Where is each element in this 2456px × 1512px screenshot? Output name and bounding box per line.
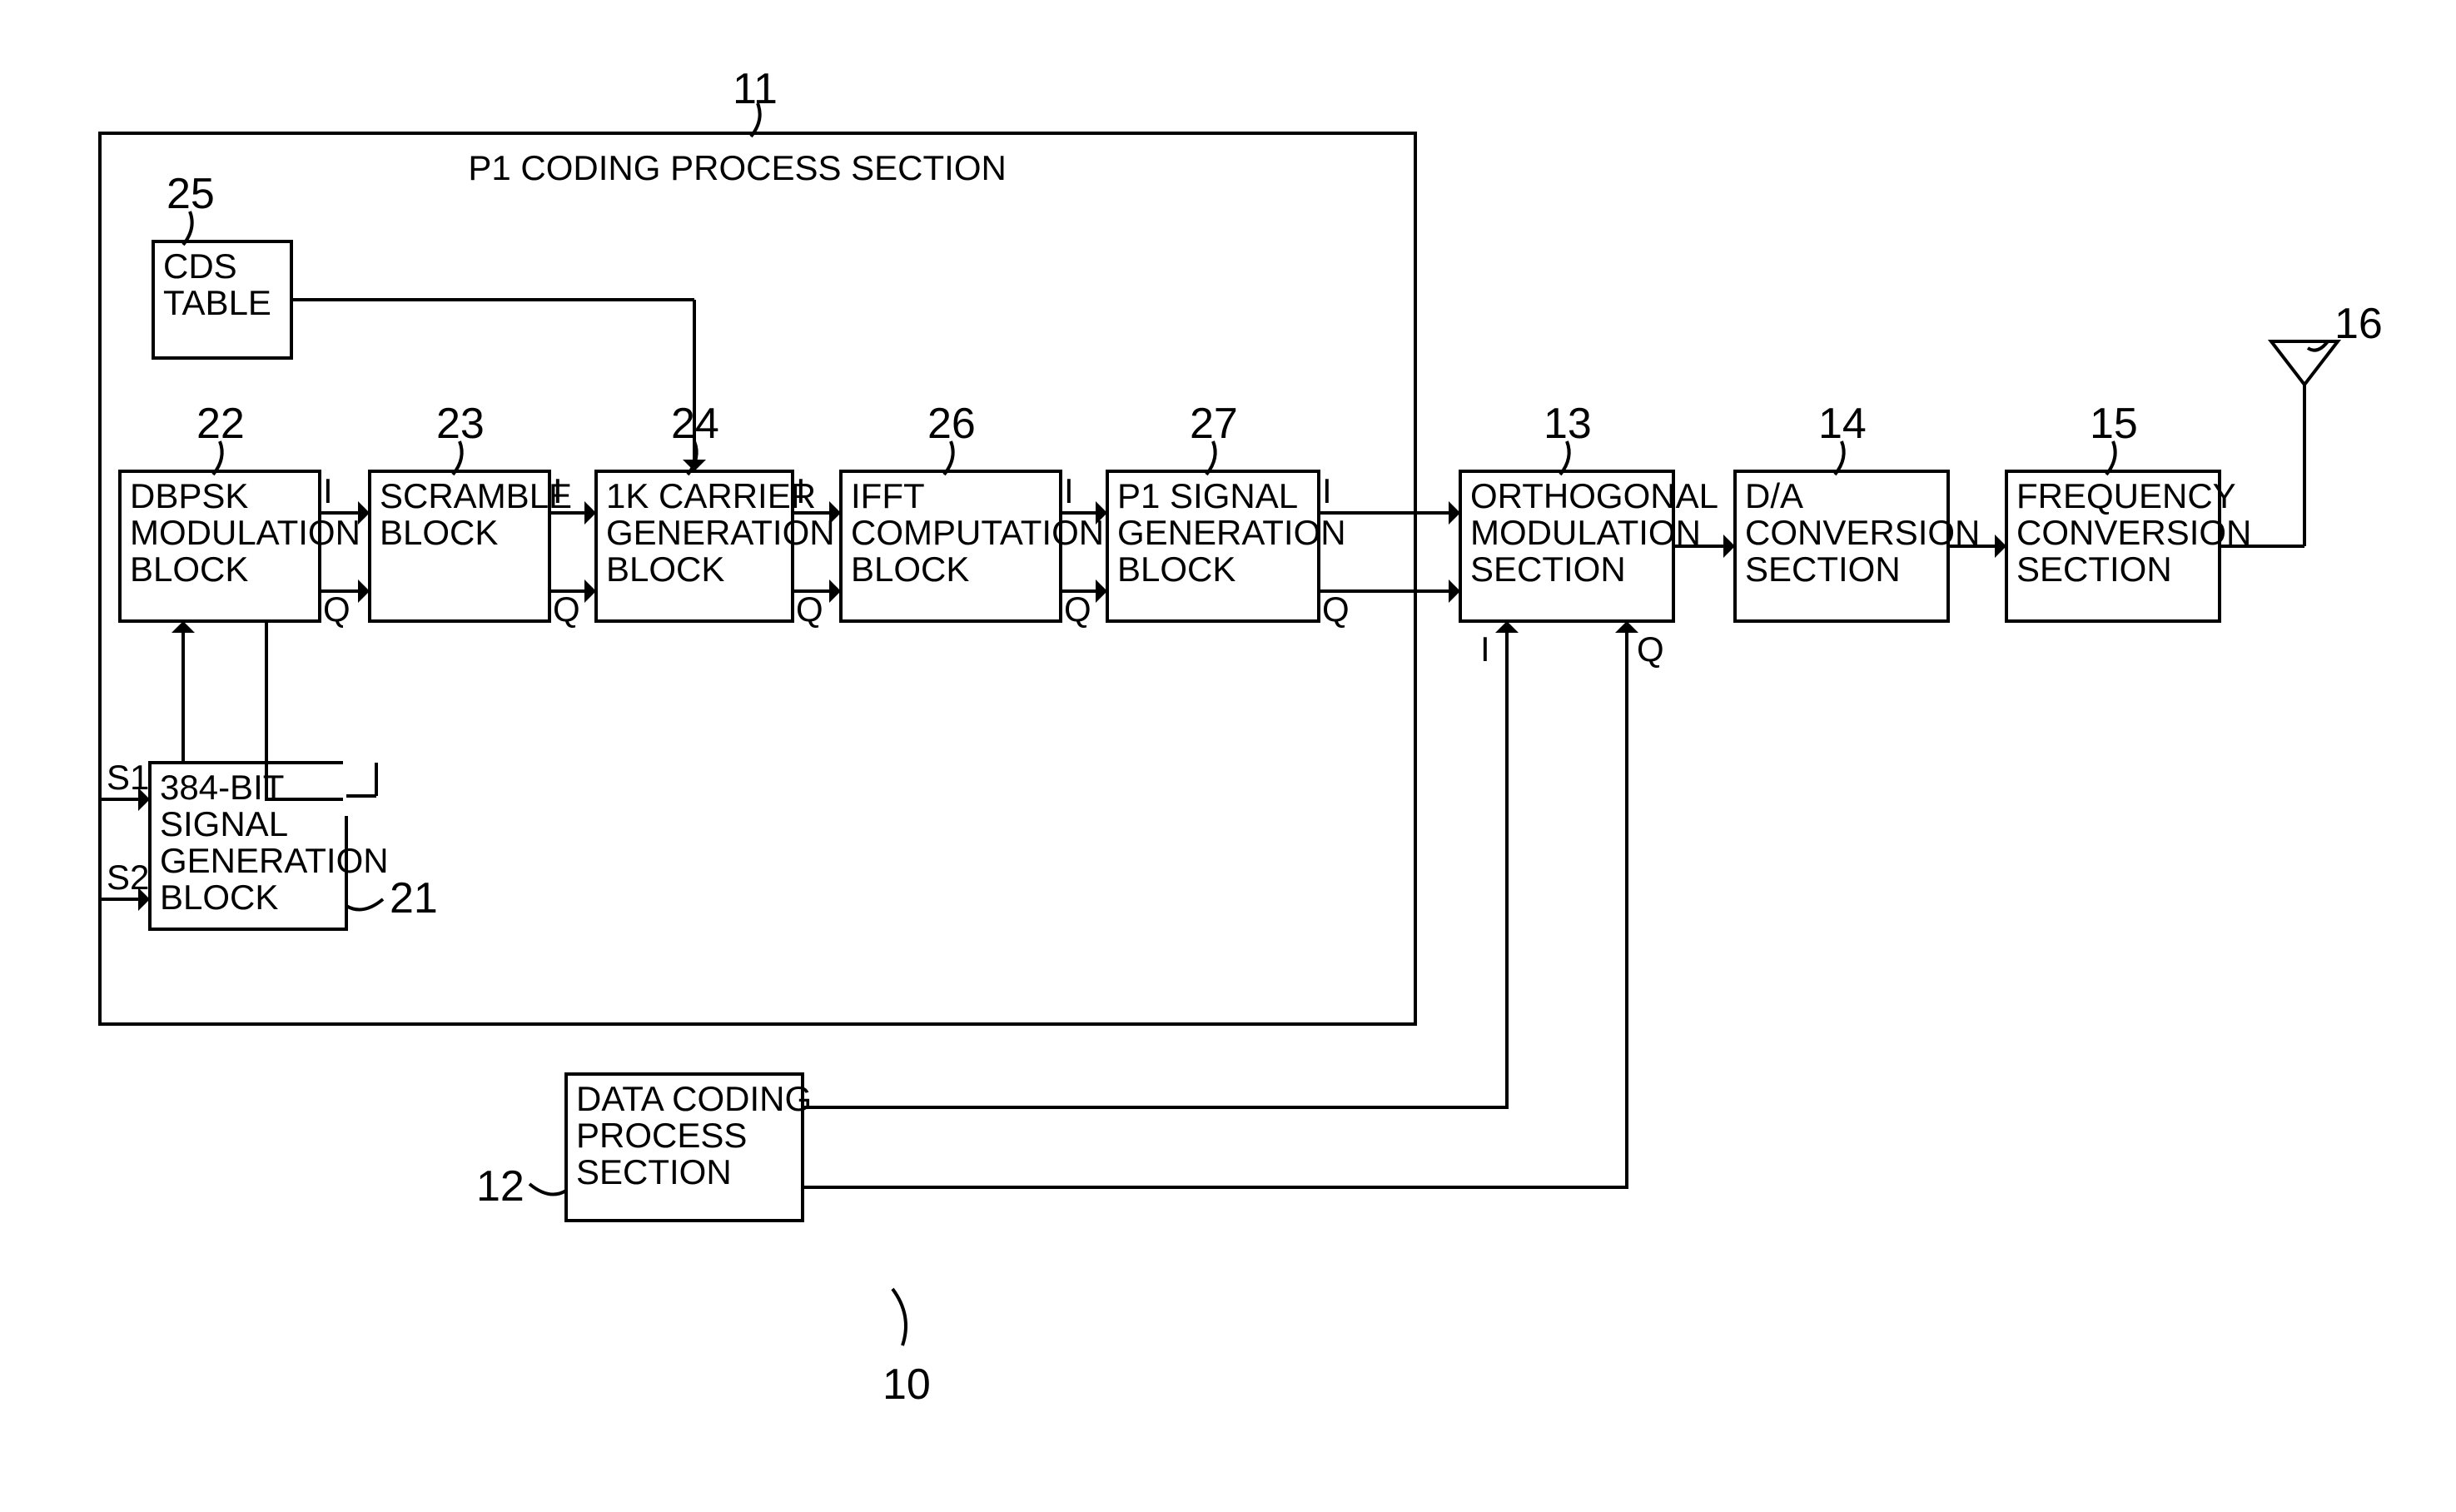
block-freq-label: SECTION (2016, 550, 2172, 589)
block-diagram: P1 CODING PROCESS SECTION 11 CDSTABLE 25 DBP… (0, 0, 2456, 1512)
block-bit384-label: BLOCK (160, 878, 278, 917)
block-ifft-id: 26 (927, 400, 976, 448)
block-orth-label: SECTION (1470, 550, 1626, 589)
block-cds-label: CDS (163, 246, 237, 286)
block-da-label: SECTION (1745, 550, 1901, 589)
block-scramble-label: SCRAMBLE (380, 476, 572, 515)
signal-label-q: Q (1637, 629, 1664, 669)
block-orth-label: ORTHOGONAL (1470, 476, 1718, 515)
block-ifft-label: BLOCK (851, 550, 969, 589)
block-orth-id: 13 (1544, 400, 1592, 448)
signal-label-i: I (796, 471, 806, 510)
signal-label-i: I (1322, 471, 1332, 510)
block-bit384-label: SIGNAL (160, 804, 288, 843)
block-p1sig-label: BLOCK (1117, 550, 1235, 589)
block-dbpsk-label: MODULATION (130, 513, 360, 552)
signal-label-q: Q (553, 589, 580, 629)
signal-label-s1: S1 (107, 758, 149, 797)
block-da-label: CONVERSION (1745, 513, 1980, 552)
block-orth-label: MODULATION (1470, 513, 1701, 552)
signal-label-q: Q (1322, 589, 1350, 629)
block-datacoding-id: 12 (476, 1162, 525, 1211)
signal-label-i: I (1064, 471, 1074, 510)
block-da-id: 14 (1818, 400, 1867, 448)
block-freq-label: FREQUENCY (2016, 476, 2236, 515)
block-dbpsk-id: 22 (196, 400, 245, 448)
block-carrier-label: BLOCK (606, 550, 724, 589)
section-id: 11 (733, 65, 778, 113)
signal-label-q: Q (796, 589, 823, 629)
block-scramble-label: BLOCK (380, 513, 498, 552)
block-bit384-id: 21 (390, 874, 438, 923)
signal-label-i: I (553, 471, 563, 510)
block-freq-label: CONVERSION (2016, 513, 2251, 552)
block-dbpsk-label: BLOCK (130, 550, 248, 589)
signal-label-i: I (1480, 629, 1490, 669)
signal-label-s2: S2 (107, 858, 149, 897)
block-datacoding-label: PROCESS (576, 1116, 747, 1155)
block-datacoding-label: DATA CODING (576, 1079, 812, 1118)
overall-id: 10 (882, 1360, 931, 1409)
antenna-icon (2271, 341, 2338, 385)
signal-label-q: Q (323, 589, 351, 629)
block-dbpsk-label: DBPSK (130, 476, 248, 515)
antenna-id: 16 (2334, 300, 2383, 348)
block-datacoding-label: SECTION (576, 1152, 732, 1191)
block-bit384-label: GENERATION (160, 841, 389, 880)
block-ifft-label: IFFT (851, 476, 925, 515)
block-freq-id: 15 (2090, 400, 2138, 448)
signal-label-q: Q (1064, 589, 1091, 629)
block-da-label: D/A (1745, 476, 1803, 515)
block-cds-label: TABLE (163, 283, 271, 322)
section-title: P1 CODING PROCESS SECTION (468, 148, 1006, 187)
block-p1sig-label: P1 SIGNAL (1117, 476, 1298, 515)
block-carrier-label: GENERATION (606, 513, 835, 552)
signal-label-i: I (323, 471, 333, 510)
block-p1sig-id: 27 (1190, 400, 1238, 448)
block-scramble-id: 23 (436, 400, 485, 448)
block-ifft-label: COMPUTATION (851, 513, 1104, 552)
block-carrier-label: 1K CARRIER (606, 476, 816, 515)
block-cds-id: 25 (167, 170, 215, 218)
block-p1sig-label: GENERATION (1117, 513, 1346, 552)
